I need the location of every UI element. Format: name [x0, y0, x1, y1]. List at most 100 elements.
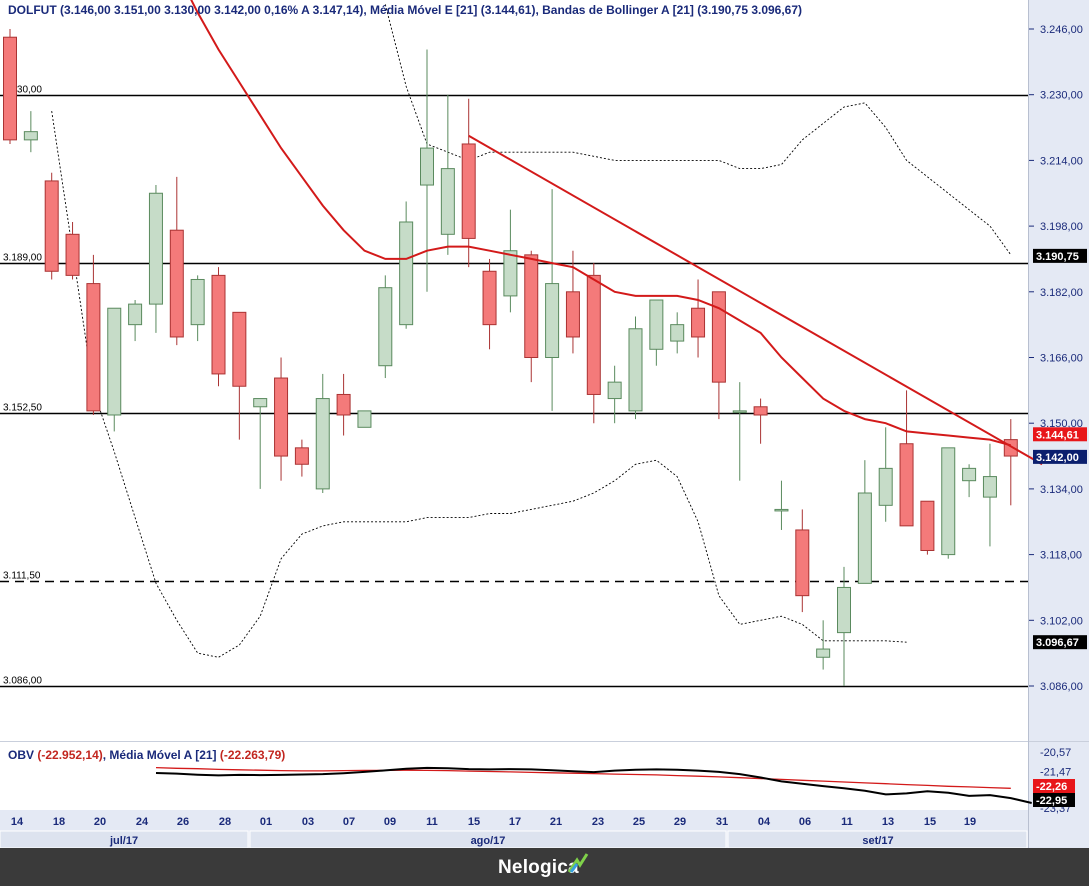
date-tick-label: 25 — [633, 816, 645, 828]
price-tick-label: 3.134,00 — [1040, 484, 1083, 496]
candle-body — [420, 147, 434, 186]
candle-body — [378, 287, 393, 367]
date-axis: 14 18 20 24 26 28 01 03 07 09 11 15 17 21 23 25 29 31 04 06… — [0, 816, 1028, 848]
price-tick-label: 3.166,00 — [1040, 353, 1083, 365]
price-tick-label: 3.246,00 — [1040, 24, 1083, 36]
obv-tag — [1033, 793, 1075, 807]
candle-body — [670, 324, 685, 342]
obv-tag — [1033, 779, 1075, 793]
price-tag-label: 3.144,61 — [1036, 429, 1079, 441]
date-tick-label: 11 — [426, 816, 438, 828]
price-axis-panel — [1028, 0, 1089, 810]
price-tick-label: 3.150,00 — [1040, 418, 1083, 430]
obv-ma-value: (-22.263,79) — [219, 748, 286, 762]
candle-body — [169, 229, 184, 338]
date-tick-label: 07 — [343, 816, 355, 828]
candle-body — [107, 307, 122, 416]
ema-label: Média Móvel E [21] — [370, 3, 478, 17]
candle-body — [982, 476, 997, 498]
candle-body — [753, 406, 768, 416]
date-tick-label: 09 — [384, 816, 396, 828]
candle-body — [253, 398, 268, 408]
candle-body — [774, 508, 789, 512]
price-tick-label: 3.086,00 — [1040, 681, 1083, 693]
price-tag — [1033, 427, 1087, 442]
level-label: 3.111,50 — [3, 571, 41, 582]
candle-body — [3, 36, 17, 141]
bollinger-values: (3.190,75 3.096,67) — [697, 3, 803, 17]
date-tick-label: 19 — [964, 816, 976, 828]
candle-body — [503, 250, 518, 297]
date-tick-label: 26 — [177, 816, 189, 828]
candle-body — [399, 221, 414, 326]
candle-body — [190, 278, 205, 326]
month-band — [727, 830, 1028, 848]
candle-body — [607, 381, 622, 400]
month-label: ago/17 — [471, 835, 506, 847]
brand-logo: Nelogica — [498, 857, 579, 878]
price-tick-label: 3.198,00 — [1040, 221, 1083, 233]
price-tick-label: 3.214,00 — [1040, 155, 1083, 167]
header-separator: , — [102, 748, 110, 762]
candle-body — [941, 447, 956, 556]
bollinger-upper-line — [384, 4, 1012, 256]
obv-line — [155, 766, 1032, 804]
date-tick-label: 04 — [758, 816, 771, 828]
candle-body — [65, 233, 80, 276]
level-label: 3.086,00 — [3, 676, 42, 687]
obv-tick-label: -21,47 — [1040, 766, 1071, 778]
header-separator: , — [535, 3, 543, 17]
price-tag-label: 3.096,67 — [1036, 637, 1079, 649]
ema-layer — [190, 0, 1043, 466]
level-label: 3.152,50 — [3, 403, 42, 414]
candle-body — [878, 467, 893, 506]
candle-body — [315, 398, 330, 490]
date-tick-label: 23 — [592, 816, 604, 828]
obv-tag-label: -22,26 — [1036, 781, 1067, 793]
date-tick-label: 03 — [302, 816, 314, 828]
price-tick-label: 3.118,00 — [1040, 550, 1082, 562]
obv-label: OBV — [8, 748, 35, 762]
candle-body — [816, 648, 831, 658]
candle-body — [649, 299, 664, 350]
price-tag — [1033, 449, 1087, 464]
month-band — [249, 830, 727, 848]
date-tick-label: 13 — [882, 816, 894, 828]
candle-body — [336, 393, 351, 416]
candle-body — [628, 328, 643, 412]
candle-body — [565, 291, 580, 338]
candle-body — [461, 143, 476, 239]
trend-line — [468, 134, 1043, 466]
obv-ma-label: Média Móvel A [21] — [109, 748, 217, 762]
candle-body — [524, 254, 539, 358]
date-tick-label: 20 — [94, 816, 106, 828]
chart-canvas[interactable]: 3.230,00 3.189,00 3.152,50 3.111,50 3.086,00… — [0, 0, 1089, 848]
chart-header: DOLFUT (3.146,00 3.151,00 3.130,00 3.142… — [8, 3, 802, 17]
date-tick-label: 18 — [53, 816, 65, 828]
candle-body — [482, 270, 497, 326]
ohlc-values: (3.146,00 3.151,00 3.130,00 3.142,00 0,1… — [60, 3, 364, 17]
candle-body — [711, 291, 726, 383]
date-tick-label: 31 — [716, 816, 728, 828]
month-label: jul/17 — [109, 835, 138, 847]
level-label: 3.230,00 — [3, 85, 42, 96]
date-tick-label: 15 — [924, 816, 936, 828]
month-band — [0, 830, 249, 848]
date-tick-label: 06 — [799, 816, 811, 828]
obv-ma-line — [155, 766, 1011, 789]
brand-mark-icon — [567, 853, 589, 873]
candle-body — [23, 131, 38, 141]
candle-body — [899, 443, 914, 527]
candle-body — [962, 467, 977, 482]
price-axis: 3.246,00 3.230,00 3.214,00 3.198,00 3.182,00… — [1029, 24, 1087, 693]
candle-body — [211, 274, 226, 375]
obv-tag-label: -22,95 — [1036, 795, 1067, 807]
bollinger-layer — [51, 4, 1012, 658]
date-tick-label: 15 — [468, 816, 480, 828]
date-tick-label: 17 — [509, 816, 521, 828]
date-tick-label: 01 — [260, 816, 272, 828]
candle-body — [586, 274, 601, 395]
candle-body — [357, 410, 372, 428]
candle-body — [837, 586, 851, 634]
date-tick-label: 24 — [136, 816, 149, 828]
